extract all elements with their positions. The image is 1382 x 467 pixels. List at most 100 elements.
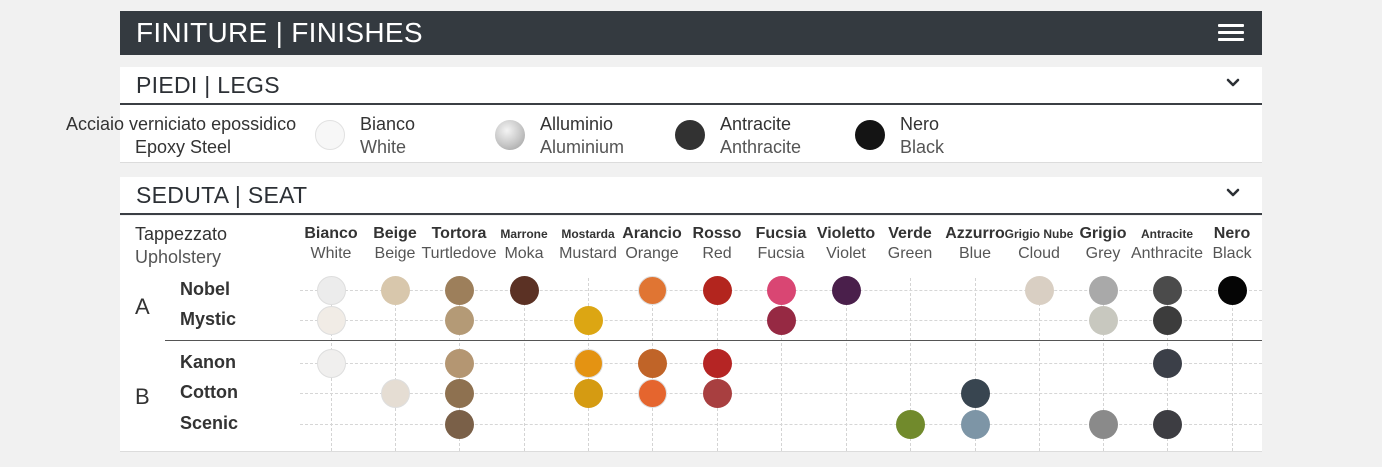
fabric-swatch-nobel-anthracite[interactable] <box>1152 275 1182 305</box>
column-header-white: Bianco White <box>291 224 371 264</box>
grid-guide <box>1103 278 1104 451</box>
seat-label-en: Upholstery <box>135 247 222 267</box>
grid-guide <box>910 278 911 451</box>
column-label-en: Fucsia <box>757 245 805 262</box>
column-label-it: Rosso <box>692 225 742 242</box>
fabric-swatch-kanon-mustard[interactable] <box>573 348 603 378</box>
column-label-it: Violetto <box>816 225 876 242</box>
fabric-swatch-kanon-white[interactable] <box>316 348 346 378</box>
legs-color-label-en: Black <box>900 137 945 157</box>
fabric-swatch-nobel-fucsia[interactable] <box>766 275 796 305</box>
fabric-swatch-nobel-grey[interactable] <box>1088 275 1118 305</box>
column-label-en: Violet <box>826 245 866 262</box>
legs-color-label-it: Bianco <box>360 114 416 134</box>
column-label-en: Moka <box>504 245 544 262</box>
fabric-swatch-mystic-mustard[interactable] <box>573 305 603 335</box>
legs-color-label-it: Alluminio <box>540 114 614 134</box>
column-header-fucsia: Fucsia Fucsia <box>741 224 821 264</box>
chevron-down-icon[interactable] <box>1226 76 1240 90</box>
column-label-it: Tortora <box>431 225 487 242</box>
fabric-swatch-scenic-turtledove[interactable] <box>444 409 474 439</box>
legs-swatch-black[interactable] <box>855 120 885 150</box>
legs-swatch-anthracite[interactable] <box>675 120 705 150</box>
grid-guide <box>524 278 525 451</box>
fabric-swatch-mystic-white[interactable] <box>316 305 346 335</box>
grid-guide <box>1039 278 1040 451</box>
column-label-it: Fucsia <box>755 225 807 242</box>
column-label-it: Azzurro <box>945 225 1005 242</box>
column-label-en: Turtledove <box>421 245 497 262</box>
column-header-blue: Azzurro Blue <box>935 224 1015 264</box>
grid-guide <box>300 393 1262 394</box>
seat-section-title: SEDUTA | SEAT <box>136 181 308 208</box>
fabric-name-nobel: Nobel <box>180 279 231 299</box>
fabric-swatch-cotton-beige[interactable] <box>380 378 410 408</box>
column-label-en: Mustard <box>559 245 617 262</box>
fabric-swatch-nobel-turtledove[interactable] <box>444 275 474 305</box>
legs-swatch-white[interactable] <box>315 120 345 150</box>
column-label-it: Nero <box>1213 225 1251 242</box>
fabric-swatch-nobel-black[interactable] <box>1217 275 1247 305</box>
finishes-header: FINITURE | FINISHES <box>120 11 1262 55</box>
fabric-swatch-kanon-red[interactable] <box>702 348 732 378</box>
fabric-name-scenic: Scenic <box>180 413 239 433</box>
column-label-en: Anthracite <box>1130 245 1204 262</box>
grid-guide <box>1232 278 1233 451</box>
column-label-it: Grigio Nube <box>1004 227 1074 241</box>
fabric-swatch-cotton-red[interactable] <box>702 378 732 408</box>
seat-label-it: Tappezzato <box>135 224 228 244</box>
grid-guide <box>300 424 1262 425</box>
seat-section-toggle[interactable]: SEDUTA | SEAT <box>120 177 1262 215</box>
column-label-it: Bianco <box>304 225 358 242</box>
fabric-swatch-kanon-orange[interactable] <box>637 348 667 378</box>
column-header-turtledove: Tortora Turtledove <box>419 224 499 264</box>
column-header-black: Nero Black <box>1192 224 1272 264</box>
legs-material-label-it: Acciaio verniciato epossidico <box>66 114 297 134</box>
fabric-name-kanon: Kanon <box>180 352 236 372</box>
fabric-swatch-scenic-blue[interactable] <box>960 409 990 439</box>
fabric-swatch-cotton-turtledove[interactable] <box>444 378 474 408</box>
fabric-swatch-mystic-turtledove[interactable] <box>444 305 474 335</box>
grid-guide <box>300 363 1262 364</box>
column-label-en: Cloud <box>1018 245 1060 262</box>
grid-guide <box>846 278 847 451</box>
fabric-swatch-cotton-blue[interactable] <box>960 378 990 408</box>
page-title: FINITURE | FINISHES <box>136 17 423 48</box>
fabric-swatch-nobel-violet[interactable] <box>831 275 861 305</box>
fabric-name-mystic: Mystic <box>180 309 237 329</box>
fabric-swatch-scenic-green[interactable] <box>895 409 925 439</box>
hamburger-menu-icon[interactable] <box>1218 24 1244 42</box>
column-label-it: Beige <box>373 225 417 242</box>
fabric-swatch-mystic-grey[interactable] <box>1088 305 1118 335</box>
fabric-swatch-nobel-cloud[interactable] <box>1024 275 1054 305</box>
legs-section-toggle[interactable]: PIEDI | LEGS <box>120 67 1262 105</box>
fabric-swatch-nobel-red[interactable] <box>702 275 732 305</box>
chevron-down-icon[interactable] <box>1226 186 1240 200</box>
fabric-swatch-mystic-anthracite[interactable] <box>1152 305 1182 335</box>
fabric-swatch-mystic-fucsia[interactable] <box>766 305 796 335</box>
fabric-swatch-scenic-anthracite[interactable] <box>1152 409 1182 439</box>
column-label-it: Grigio <box>1079 225 1127 242</box>
fabric-swatch-kanon-turtledove[interactable] <box>444 348 474 378</box>
column-label-it: Arancio <box>622 225 682 242</box>
group-divider <box>165 340 1262 341</box>
column-header-moka: Marrone Moka <box>484 224 564 264</box>
column-label-en: Blue <box>958 245 992 262</box>
grid-guide <box>781 278 782 451</box>
fabric-swatch-nobel-orange[interactable] <box>637 275 667 305</box>
fabric-swatch-cotton-mustard[interactable] <box>573 378 603 408</box>
group-letter: A <box>135 294 150 319</box>
column-header-orange: Arancio Orange <box>612 224 692 264</box>
column-label-en: White <box>310 245 352 262</box>
fabric-swatch-nobel-moka[interactable] <box>509 275 539 305</box>
column-label-it: Mostarda <box>561 227 615 241</box>
legs-swatch-aluminium[interactable] <box>495 120 525 150</box>
fabric-swatch-cotton-orange[interactable] <box>637 378 667 408</box>
column-label-en: Orange <box>625 245 679 262</box>
fabric-swatch-scenic-grey[interactable] <box>1088 409 1118 439</box>
legs-color-label-it: Nero <box>900 114 940 134</box>
fabric-swatch-kanon-anthracite[interactable] <box>1152 348 1182 378</box>
fabric-swatch-nobel-white[interactable] <box>316 275 346 305</box>
fabric-swatch-nobel-beige[interactable] <box>380 275 410 305</box>
column-label-en: Black <box>1212 245 1252 262</box>
